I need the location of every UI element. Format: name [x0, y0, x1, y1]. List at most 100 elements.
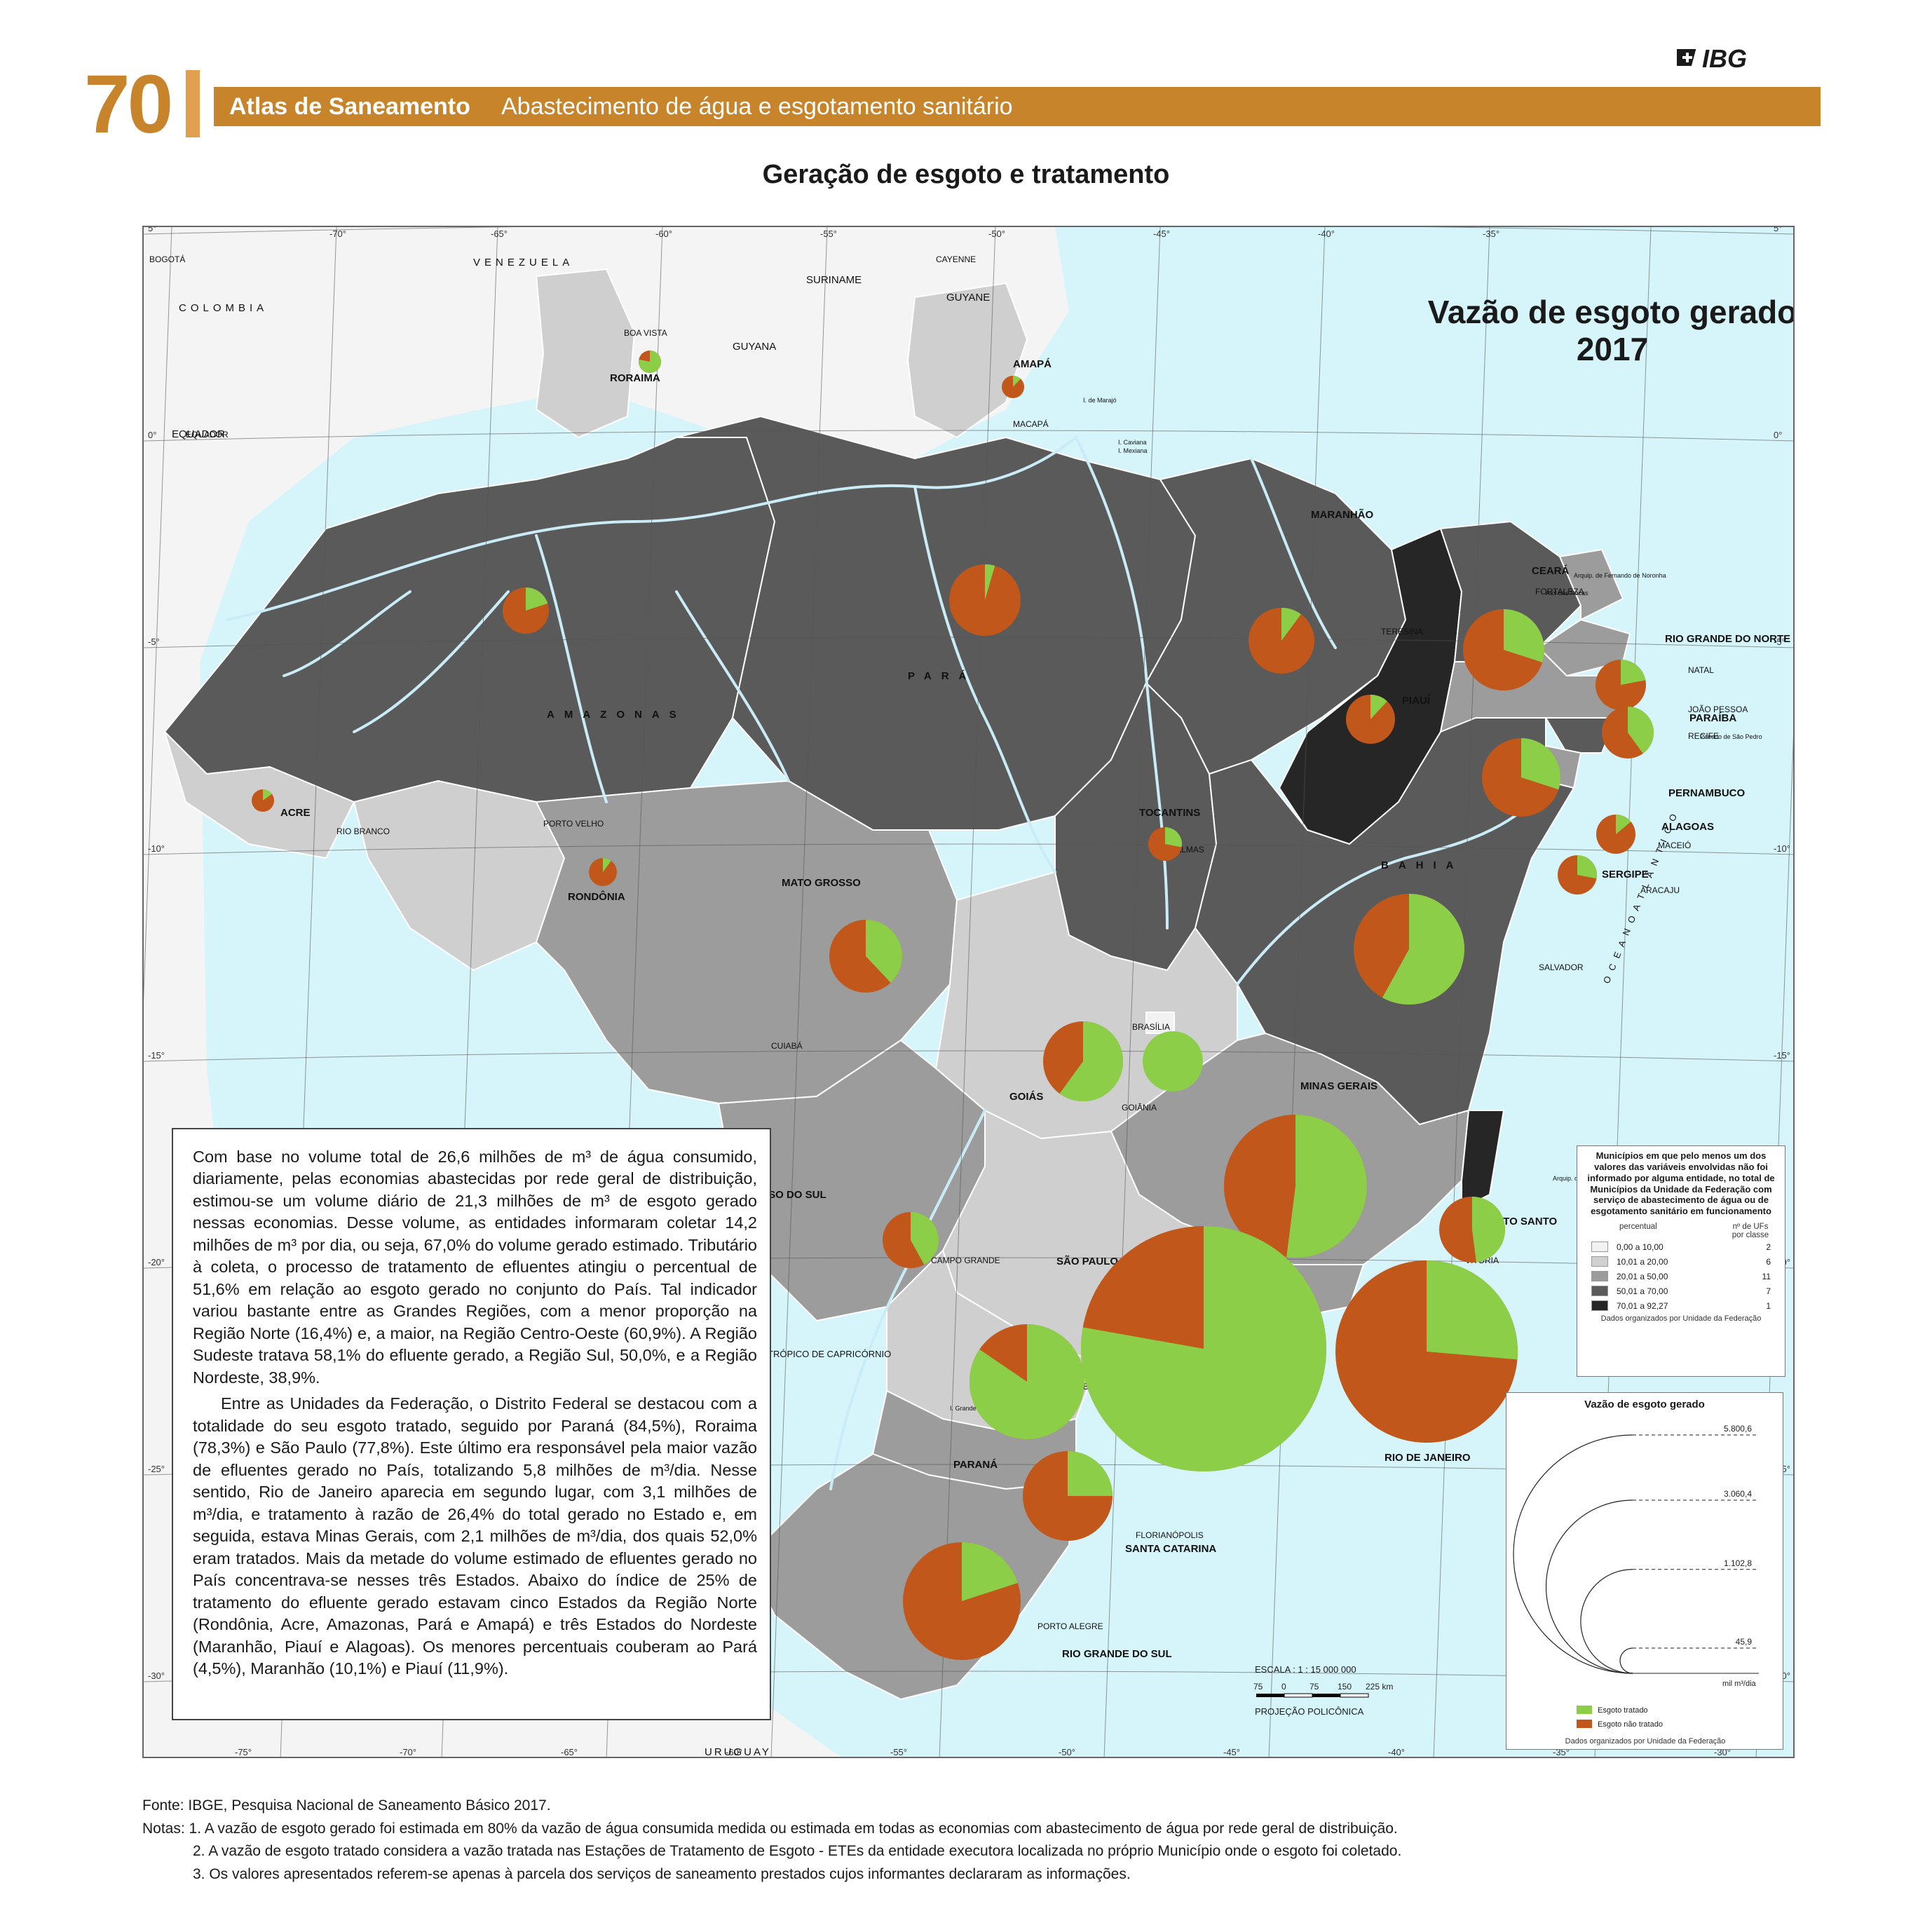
parallel-4: [144, 1050, 1793, 1062]
pie-maranhão: [1249, 608, 1314, 674]
capital-label: JOÃO PESSOA: [1688, 705, 1748, 714]
capital-label: PORTO ALEGRE: [1038, 1621, 1103, 1631]
parallel-3: [144, 843, 1793, 855]
capital-label: CUIABÁ: [771, 1040, 803, 1051]
lon-label-bottom: -75°: [235, 1747, 252, 1757]
scale-tick-label: 225 km: [1366, 1682, 1393, 1692]
legend-tratado-label: Esgoto tratado: [1598, 1706, 1648, 1715]
capital-label: BRASÍLIA: [1132, 1021, 1170, 1032]
state-label: MATO GROSSO: [782, 877, 861, 889]
pie-pará: [949, 564, 1021, 636]
river-9: [283, 590, 411, 677]
scale-bar: ESCALA : 1 : 15 000 000 75 0 75 150 225 km P…: [1241, 1664, 1437, 1748]
header-band: Atlas de Saneamento Abastecimento de águ…: [214, 87, 1821, 126]
lat-label-left: -25°: [148, 1464, 165, 1474]
pie-ceará: [1463, 609, 1544, 691]
page-title: Geração de esgoto e tratamento: [762, 160, 1170, 189]
island-label: I. de Marajó: [1083, 397, 1117, 404]
state-label: RIO DE JANEIRO: [1385, 1452, 1471, 1464]
pie-slice-tratado: [970, 1324, 1084, 1439]
lon-label-top: -50°: [988, 229, 1005, 239]
pie-acre: [252, 789, 274, 812]
legend-class-row: 0,00 a 10,00 2: [1577, 1239, 1785, 1254]
page-number: 70: [84, 58, 173, 151]
pie-slice-tratado: [1059, 1021, 1123, 1101]
state-label: BAHIA: [1381, 859, 1464, 871]
legend-class-count: 7: [1766, 1286, 1771, 1296]
pie-rio-de-janeiro: [1335, 1260, 1518, 1443]
capital-label: RIO BRANCO: [336, 826, 390, 836]
capital-label: RECIFE: [1688, 731, 1719, 741]
legend-class-label: 50,01 a 70,00: [1617, 1286, 1668, 1296]
pie-distrito-federal: [1143, 1031, 1203, 1091]
river-1: [226, 436, 1077, 621]
lat-label-right: -5°: [1774, 637, 1785, 647]
legend-class-count: 1: [1766, 1300, 1771, 1311]
pie-slice-tratado: [1286, 1115, 1367, 1258]
state-label: SERGIPE: [1602, 869, 1649, 880]
country-label: URUGUAY: [705, 1746, 771, 1758]
pie-rio-grande-do-sul: [903, 1542, 1021, 1660]
legend-class-swatch: [1591, 1241, 1608, 1253]
legend-classes: Municípios em que pelo menos um dos valo…: [1577, 1145, 1785, 1377]
pie-slice-tratado: [1427, 1260, 1518, 1360]
legend-vazao-circle: [1580, 1569, 1633, 1674]
lon-label-bottom: -45°: [1223, 1747, 1240, 1757]
state-label: SÃO PAULO: [1056, 1255, 1118, 1267]
pie-alagoas: [1596, 815, 1635, 854]
legend-vazao-unit: mil m³/dia: [1722, 1680, 1757, 1688]
pie-slice-tratado: [263, 789, 272, 801]
legend-nao-tratado-label: Esgoto não tratado: [1598, 1720, 1663, 1729]
lat-label-left: -15°: [148, 1050, 165, 1061]
page-number-bar: [186, 70, 200, 137]
scale-bar-graphic: 75 0 75 150 225 km: [1253, 1682, 1393, 1698]
scale-text: ESCALA : 1 : 15 000 000: [1255, 1664, 1356, 1675]
island-label: Penedo de São Pedro: [1700, 733, 1762, 740]
capital-label: TERESINA: [1381, 627, 1423, 637]
state-label: RORAIMA: [610, 372, 660, 384]
pie-bahia: [1354, 894, 1464, 1005]
river-4: [913, 485, 1056, 873]
pie-goiás: [1043, 1021, 1123, 1101]
pie-espírito-santo: [1439, 1197, 1505, 1263]
river-2: [535, 534, 608, 803]
legend-vazao-circle: [1513, 1434, 1633, 1674]
legend-class-row: 20,01 a 50,00 11: [1577, 1269, 1785, 1284]
pie-slice-tratado: [962, 1542, 1018, 1601]
pie-slice-tratado: [1165, 827, 1183, 848]
legend-vazao-circle: [1619, 1647, 1633, 1674]
text-paragraph-1: Com base no volume total de 26,6 milhões…: [193, 1148, 757, 1387]
legend-class-count: 11: [1762, 1271, 1771, 1281]
legend-class-swatch: [1591, 1256, 1608, 1267]
lon-label-top: -55°: [820, 229, 837, 239]
footer-nota-3: 3. Os valores apresentados referem-se ap…: [193, 1865, 1131, 1882]
lon-label-bottom: -60°: [726, 1747, 742, 1757]
pie-piauí: [1346, 695, 1395, 744]
atlas-title: Atlas de Saneamento: [229, 93, 470, 120]
lon-label-bottom: -65°: [561, 1747, 578, 1757]
pie-slice-tratado: [639, 351, 662, 373]
meridian-5: [939, 227, 996, 1757]
island-label: I. Caviana: [1118, 439, 1147, 446]
legend-class-count: 2: [1766, 1241, 1771, 1252]
legend-class-label: 10,01 a 20,00: [1617, 1256, 1668, 1267]
parallel-1: [144, 430, 1793, 442]
river-10: [353, 590, 510, 733]
state-label: MARANHÃO: [1311, 508, 1373, 521]
pie-rio-grande-do-norte: [1596, 660, 1646, 710]
pie-mato-grosso-do-sul: [883, 1212, 939, 1268]
country-label: COLOMBIA: [179, 302, 268, 314]
capital-label: FORTALEZA: [1535, 587, 1584, 597]
pie-roraima: [639, 351, 662, 373]
map-frame: 5°5°0°0°-5°-5°-10°-10°-15°-15°-20°-20°-2…: [142, 226, 1795, 1758]
scale-tick-label: 75: [1309, 1682, 1319, 1692]
state-label: PERNAMBUCO: [1668, 787, 1746, 799]
state-label: PARAÍBA: [1689, 712, 1736, 724]
legend-class-row: 10,01 a 20,00 6: [1577, 1254, 1785, 1269]
legend-class-count: 6: [1766, 1256, 1771, 1267]
legend-vazao-value: 1.102,8: [1724, 1558, 1752, 1568]
legend-nao-tratado-swatch: [1577, 1720, 1592, 1728]
pie-slice-tratado: [1628, 707, 1654, 754]
legend-col-percentual: percentual: [1619, 1223, 1657, 1232]
state-label: MINAS GERAIS: [1300, 1080, 1377, 1092]
